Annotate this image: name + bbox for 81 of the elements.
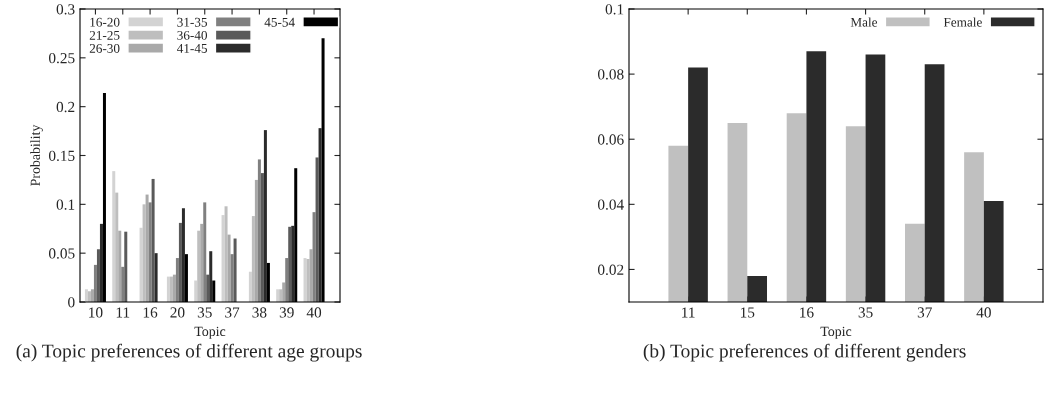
legend-label: 41-45 [177, 44, 208, 53]
x-tick-label: 35 [197, 307, 212, 318]
text: (b) Topic preferences of different genders [643, 343, 966, 362]
bar [124, 231, 128, 302]
y-tick-label: 0.1 [56, 199, 75, 210]
bar [224, 206, 228, 302]
bar [178, 222, 182, 302]
bar [112, 171, 116, 302]
bar [145, 194, 149, 302]
y-tick-label: 0.08 [597, 69, 624, 80]
x-axis-title: Topic [194, 326, 226, 339]
x-tick-label: 16 [800, 307, 814, 318]
bar [154, 253, 158, 302]
bar [148, 202, 152, 302]
bar [151, 178, 155, 302]
legend-label: 36-40 [177, 30, 208, 40]
y-tick-label: 0.2 [56, 101, 75, 113]
x-tick-label: 37 [917, 307, 932, 318]
bar [230, 254, 234, 302]
bar [203, 202, 207, 302]
bar [318, 128, 322, 302]
y-tick-label: 0 [68, 297, 75, 308]
legend-label: 45-54 [264, 17, 295, 27]
legend-label: 26-30 [89, 43, 120, 53]
bar [285, 258, 289, 302]
x-tick-label: 16 [143, 307, 158, 318]
legend-label: 31-35 [177, 17, 208, 27]
y-tick-label: 0.1 [605, 4, 624, 15]
bar [233, 238, 237, 302]
x-tick-label: 11 [116, 307, 130, 318]
y-tick-label: 0.04 [597, 199, 624, 210]
bar [206, 274, 210, 302]
bar [248, 271, 252, 302]
x-tick-label: 35 [858, 307, 873, 318]
bar [175, 258, 179, 302]
bar [312, 212, 316, 302]
bar [118, 230, 122, 302]
y-tick-label: 0.02 [597, 264, 624, 275]
bar [200, 223, 204, 302]
x-tick-label: 39 [279, 307, 294, 318]
bar [221, 215, 225, 302]
legend-label: Female [943, 17, 982, 27]
legend-label: 16-20 [90, 17, 120, 27]
bar [263, 130, 267, 302]
y-tick-label: 0.25 [48, 52, 75, 64]
x-tick-label: 40 [976, 307, 991, 318]
x-axis-title: Topic [820, 326, 852, 339]
bar [142, 204, 146, 302]
bar [282, 282, 286, 302]
bar [227, 234, 231, 302]
x-tick-label: 38 [252, 307, 267, 318]
bar [309, 249, 313, 302]
bar [139, 227, 143, 302]
text: (a) Topic preferences of different age groups [16, 343, 362, 362]
x-tick-label: 10 [89, 307, 103, 318]
y-tick-label: 0.06 [597, 134, 624, 145]
bar [96, 249, 100, 302]
bar [194, 280, 198, 302]
legend-label: 21-25 [89, 30, 120, 40]
bar [99, 223, 103, 302]
y-axis-title: Probability [30, 124, 43, 186]
x-tick-label: 15 [740, 307, 755, 318]
bar [181, 208, 185, 302]
bar [315, 157, 319, 302]
bar [93, 264, 97, 302]
x-tick-label: 20 [170, 307, 185, 318]
bar [209, 251, 213, 302]
x-tick-label: 11 [682, 307, 695, 318]
y-tick-label: 0.3 [56, 4, 75, 15]
bar [197, 230, 201, 302]
bar [260, 173, 264, 302]
bar [121, 266, 125, 302]
y-tick-label: 0.15 [48, 150, 75, 162]
x-tick-label: 37 [225, 307, 240, 318]
y-tick-label: 0.05 [48, 248, 75, 259]
bar [251, 216, 255, 302]
x-tick-label: 40 [306, 307, 322, 318]
bar [254, 179, 258, 302]
bar [257, 159, 261, 302]
bar [115, 192, 119, 302]
legend-label: Male [850, 17, 878, 27]
